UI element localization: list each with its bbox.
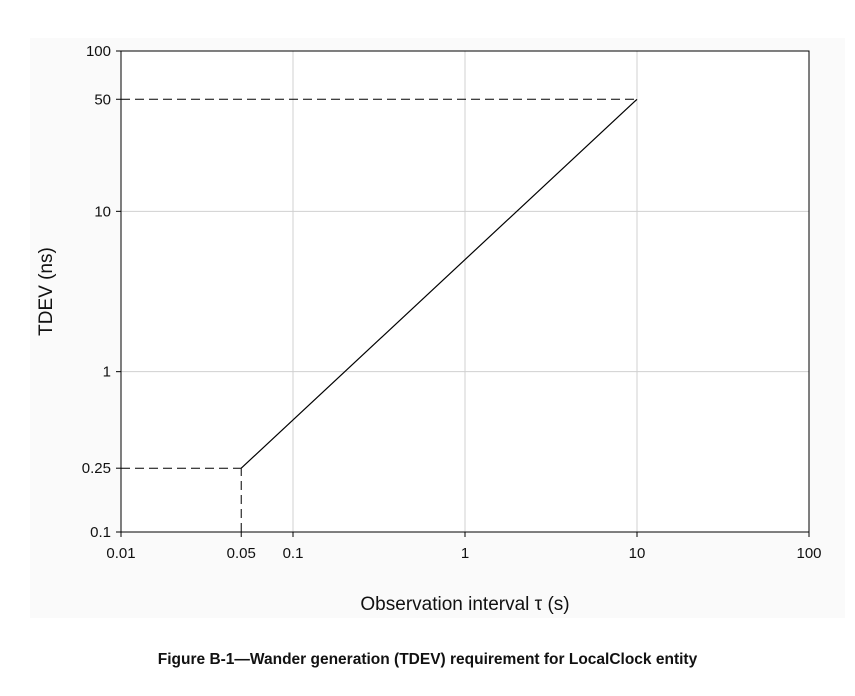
tdev-chart: 0.01 0.05 0.1 1 10 100 0.1 0.25 1 10 50 100 Observat… bbox=[36, 43, 822, 615]
x-tick-label: 10 bbox=[629, 545, 646, 562]
y-tick-label: 50 bbox=[94, 91, 111, 108]
x-tick-label: 100 bbox=[796, 545, 821, 562]
figure-caption: Figure B-1—Wander generation (TDEV) requ… bbox=[157, 651, 698, 668]
x-tick-label: 1 bbox=[461, 545, 469, 562]
y-tick-label: 0.1 bbox=[90, 524, 111, 541]
y-tick-label: 1 bbox=[103, 364, 111, 381]
x-tick-label: 0.1 bbox=[283, 545, 304, 562]
y-tick-label: 0.25 bbox=[82, 460, 111, 477]
y-axis-title: TDEV (ns) bbox=[36, 247, 57, 336]
x-axis-title: Observation interval τ (s) bbox=[360, 594, 569, 615]
tdev-requirement-line bbox=[240, 98, 638, 469]
x-tick-label: 0.01 bbox=[106, 545, 135, 562]
x-tick-label: 0.05 bbox=[227, 545, 256, 562]
y-tick-label: 10 bbox=[94, 203, 111, 220]
y-tick-label: 100 bbox=[86, 43, 111, 60]
